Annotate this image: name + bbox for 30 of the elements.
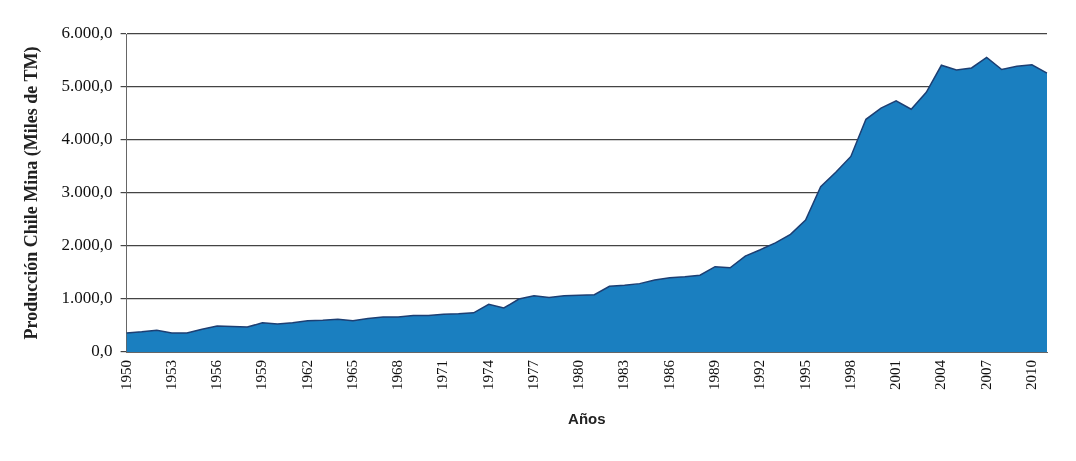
- x-tick-label: 1971: [434, 360, 451, 390]
- x-tick-label: 1980: [570, 360, 587, 390]
- x-tick-label: 1992: [751, 360, 768, 390]
- x-tick-label: 1953: [162, 360, 179, 390]
- x-tick-label: 1998: [841, 360, 858, 390]
- x-tick-label: 2007: [977, 359, 994, 390]
- x-tick-label: 1977: [524, 359, 541, 390]
- x-tick-label: 2010: [1022, 360, 1039, 390]
- y-tick-label: 6.000,0: [61, 23, 113, 43]
- x-tick-label: 1962: [298, 360, 315, 390]
- x-tick-label: 1983: [615, 360, 632, 390]
- y-tick-label: 3.000,0: [61, 182, 113, 202]
- y-tick-label: 4.000,0: [61, 129, 113, 149]
- y-axis-title: Producción Chile Mina (Miles de TM): [21, 46, 43, 340]
- x-tick-label: 1974: [479, 359, 496, 390]
- x-tick-label: 1995: [796, 360, 813, 390]
- y-tick-label: 5.000,0: [61, 76, 113, 96]
- x-tick-label: 1989: [705, 360, 722, 390]
- y-tick-label: 0,0: [91, 341, 113, 361]
- x-tick-label: 1959: [253, 360, 270, 390]
- y-tick-label: 1.000,0: [61, 288, 113, 308]
- x-tick-label: 1956: [208, 359, 225, 390]
- x-tick-label: 1965: [343, 360, 360, 390]
- x-axis-title: Años: [568, 410, 606, 428]
- x-tick-label: 2001: [887, 360, 904, 390]
- x-tick-label: 1968: [389, 360, 406, 390]
- x-tick-label: 1986: [660, 359, 677, 390]
- y-tick-label: 2.000,0: [61, 235, 113, 255]
- x-tick-label: 1950: [117, 360, 134, 390]
- x-tick-label: 2004: [932, 359, 949, 390]
